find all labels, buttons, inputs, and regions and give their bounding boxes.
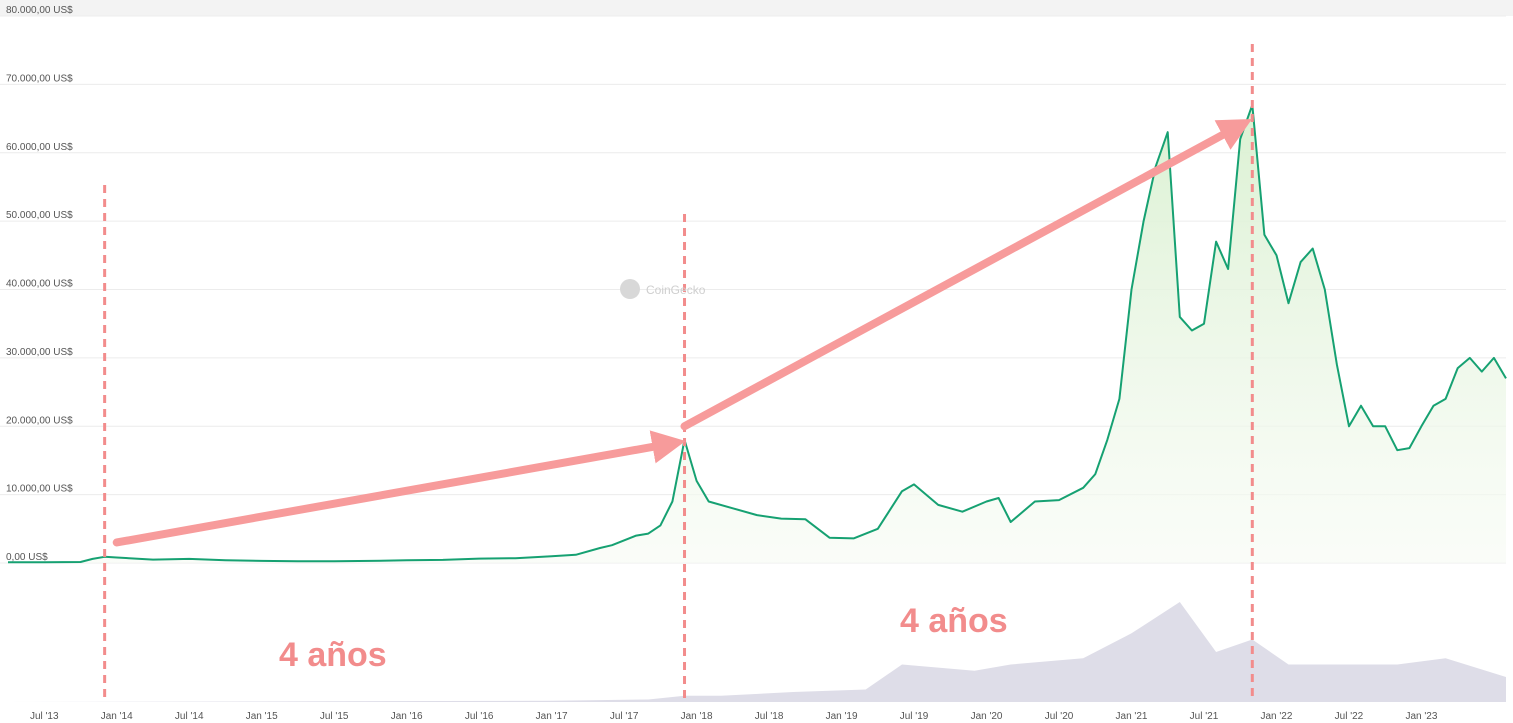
x-tick-label: Jan '22 <box>1260 711 1292 722</box>
period-label-2: 4 años <box>900 602 1008 640</box>
volume-bars <box>8 602 1506 702</box>
x-tick-label: Jul '19 <box>900 711 929 722</box>
x-tick-label: Jul '18 <box>755 711 784 722</box>
watermark-text: CoinGecko <box>646 283 706 297</box>
x-tick-label: Jul '13 <box>30 711 59 722</box>
price-area <box>8 104 1506 564</box>
trend-arrow <box>112 430 686 547</box>
x-tick-label: Jan '16 <box>391 711 423 722</box>
x-tick-label: Jan '20 <box>971 711 1003 722</box>
top-strip <box>0 0 1513 16</box>
volume-area <box>8 602 1506 702</box>
coingecko-logo-icon <box>620 279 640 299</box>
x-tick-label: Jan '19 <box>826 711 858 722</box>
y-tick-label: 80.000,00 US$ <box>6 5 73 16</box>
x-tick-label: Jul '21 <box>1190 711 1219 722</box>
x-axis-labels: Jul '13 Jan '14 Jul '14 Jan '15 Jul '15 Jan '… <box>30 711 1438 722</box>
y-tick-label: 0,00 US$ <box>6 552 48 563</box>
y-tick-label: 50.000,00 US$ <box>6 210 73 221</box>
x-tick-label: Jul '14 <box>175 711 204 722</box>
y-tick-label: 70.000,00 US$ <box>6 73 73 84</box>
price-area-fill <box>8 104 1506 564</box>
coingecko-watermark: CoinGecko <box>620 279 706 299</box>
x-tick-label: Jan '17 <box>536 711 568 722</box>
x-tick-label: Jan '15 <box>246 711 278 722</box>
x-tick-label: Jul '20 <box>1045 711 1074 722</box>
x-tick-label: Jul '22 <box>1335 711 1364 722</box>
annotations <box>103 44 1254 700</box>
price-line <box>8 103 1507 564</box>
period-label-1: 4 años <box>279 636 387 674</box>
x-tick-label: Jan '23 <box>1405 711 1437 722</box>
y-tick-label: 60.000,00 US$ <box>6 142 73 153</box>
y-tick-label: 40.000,00 US$ <box>6 279 73 290</box>
x-tick-label: Jul '16 <box>465 711 494 722</box>
price-series-line <box>8 103 1507 564</box>
trend-arrow <box>680 119 1253 431</box>
y-tick-label: 30.000,00 US$ <box>6 347 73 358</box>
y-tick-label: 10.000,00 US$ <box>6 484 73 495</box>
x-tick-label: Jul '15 <box>320 711 349 722</box>
y-tick-label: 20.000,00 US$ <box>6 415 73 426</box>
x-tick-label: Jan '21 <box>1116 711 1148 722</box>
y-axis-labels: 0,00 US$ 10.000,00 US$ 20.000,00 US$ 30.000… <box>6 5 73 563</box>
x-tick-label: Jan '18 <box>681 711 713 722</box>
x-tick-label: Jan '14 <box>101 711 133 722</box>
x-tick-label: Jul '17 <box>610 711 639 722</box>
